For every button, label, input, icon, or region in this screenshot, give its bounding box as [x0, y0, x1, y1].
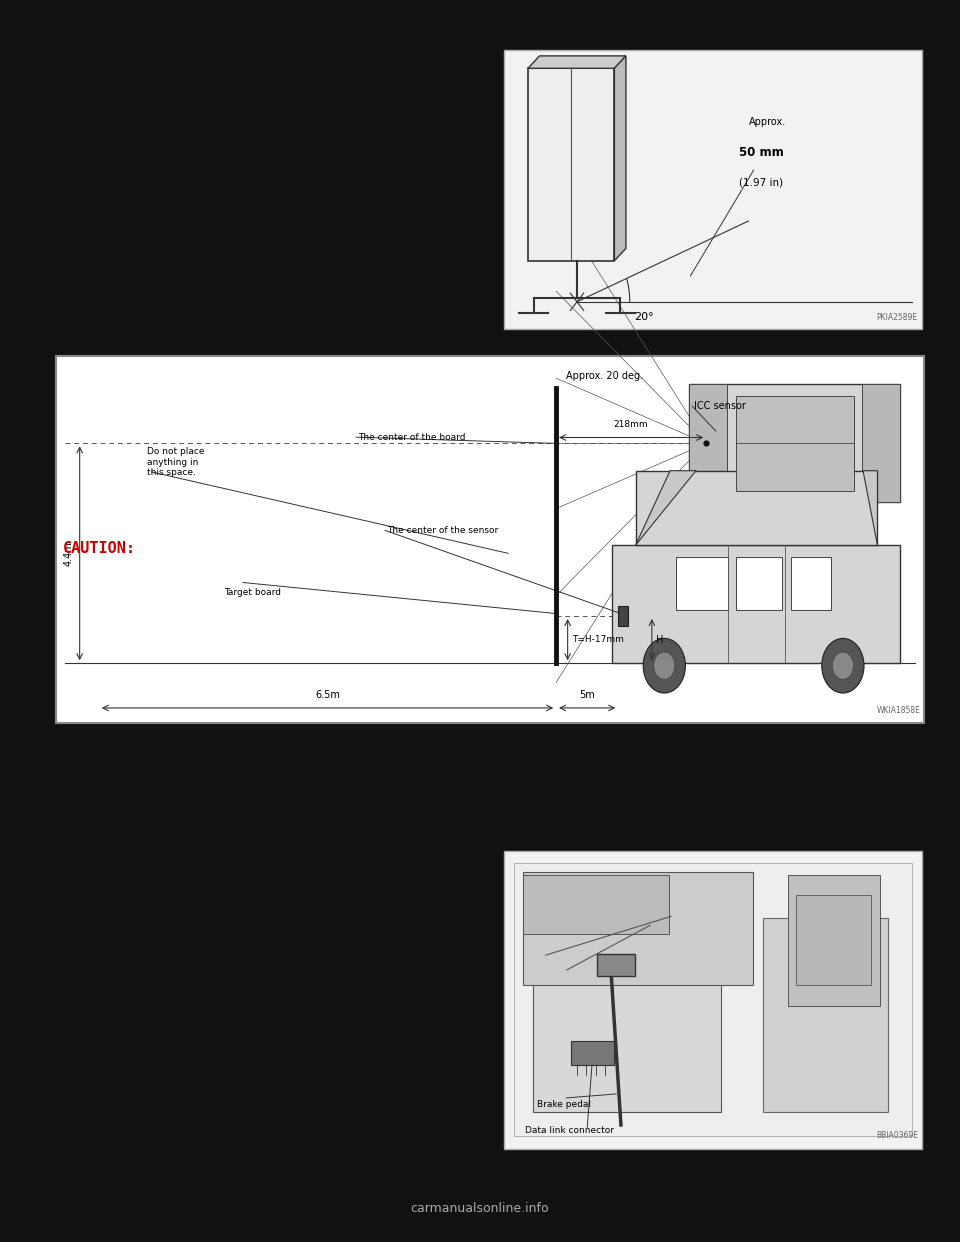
- Text: 20°: 20°: [635, 312, 654, 322]
- Text: Brake pedal: Brake pedal: [538, 1099, 591, 1109]
- Bar: [736, 558, 782, 610]
- Polygon shape: [597, 954, 636, 976]
- Text: CAUTION:: CAUTION:: [62, 542, 135, 556]
- Bar: [504, 50, 922, 329]
- Circle shape: [654, 652, 675, 679]
- Bar: [612, 545, 900, 663]
- Text: PKIA2589E: PKIA2589E: [876, 313, 918, 322]
- Text: (1.97 in): (1.97 in): [739, 178, 783, 188]
- Bar: [618, 606, 628, 626]
- Text: Do not place
anything in
this space.: Do not place anything in this space.: [147, 447, 204, 477]
- Bar: [523, 872, 753, 985]
- Text: ICC sensor: ICC sensor: [694, 401, 746, 411]
- Text: H: H: [656, 635, 663, 645]
- Bar: [571, 1041, 614, 1066]
- Text: BBIA0369E: BBIA0369E: [876, 1131, 918, 1140]
- Bar: [56, 356, 924, 723]
- Polygon shape: [528, 56, 626, 68]
- Bar: [523, 874, 669, 934]
- Bar: [862, 385, 900, 502]
- Text: The center of the sensor: The center of the sensor: [387, 525, 498, 535]
- Circle shape: [822, 638, 864, 693]
- Text: Approx. 20 deg.: Approx. 20 deg.: [565, 371, 643, 381]
- Bar: [636, 471, 877, 545]
- Polygon shape: [636, 471, 696, 545]
- Text: Target board: Target board: [224, 587, 280, 597]
- Bar: [689, 385, 728, 502]
- Bar: [763, 918, 888, 1112]
- Text: T=H-17mm: T=H-17mm: [572, 635, 624, 645]
- Bar: [514, 863, 912, 1136]
- Text: 6.5m: 6.5m: [315, 691, 340, 700]
- Circle shape: [832, 652, 853, 679]
- Bar: [788, 874, 879, 1006]
- Text: Data link connector: Data link connector: [525, 1126, 613, 1135]
- Bar: [528, 68, 614, 261]
- Bar: [533, 977, 721, 1112]
- Polygon shape: [614, 56, 626, 261]
- Bar: [689, 385, 900, 502]
- Polygon shape: [863, 471, 877, 545]
- Text: The center of the board: The center of the board: [358, 432, 466, 442]
- Bar: [735, 396, 854, 491]
- Bar: [676, 558, 728, 610]
- Bar: [791, 558, 831, 610]
- Text: carmanualsonline.info: carmanualsonline.info: [411, 1202, 549, 1215]
- Circle shape: [643, 638, 685, 693]
- Bar: [797, 895, 872, 985]
- Text: Approx.: Approx.: [749, 117, 786, 127]
- Text: 50 mm: 50 mm: [739, 147, 784, 159]
- Text: WKIA1858E: WKIA1858E: [876, 707, 921, 715]
- Text: 4.4m: 4.4m: [63, 542, 73, 565]
- Text: 5m: 5m: [579, 691, 595, 700]
- Text: 218mm: 218mm: [613, 420, 648, 428]
- Bar: [504, 851, 922, 1149]
